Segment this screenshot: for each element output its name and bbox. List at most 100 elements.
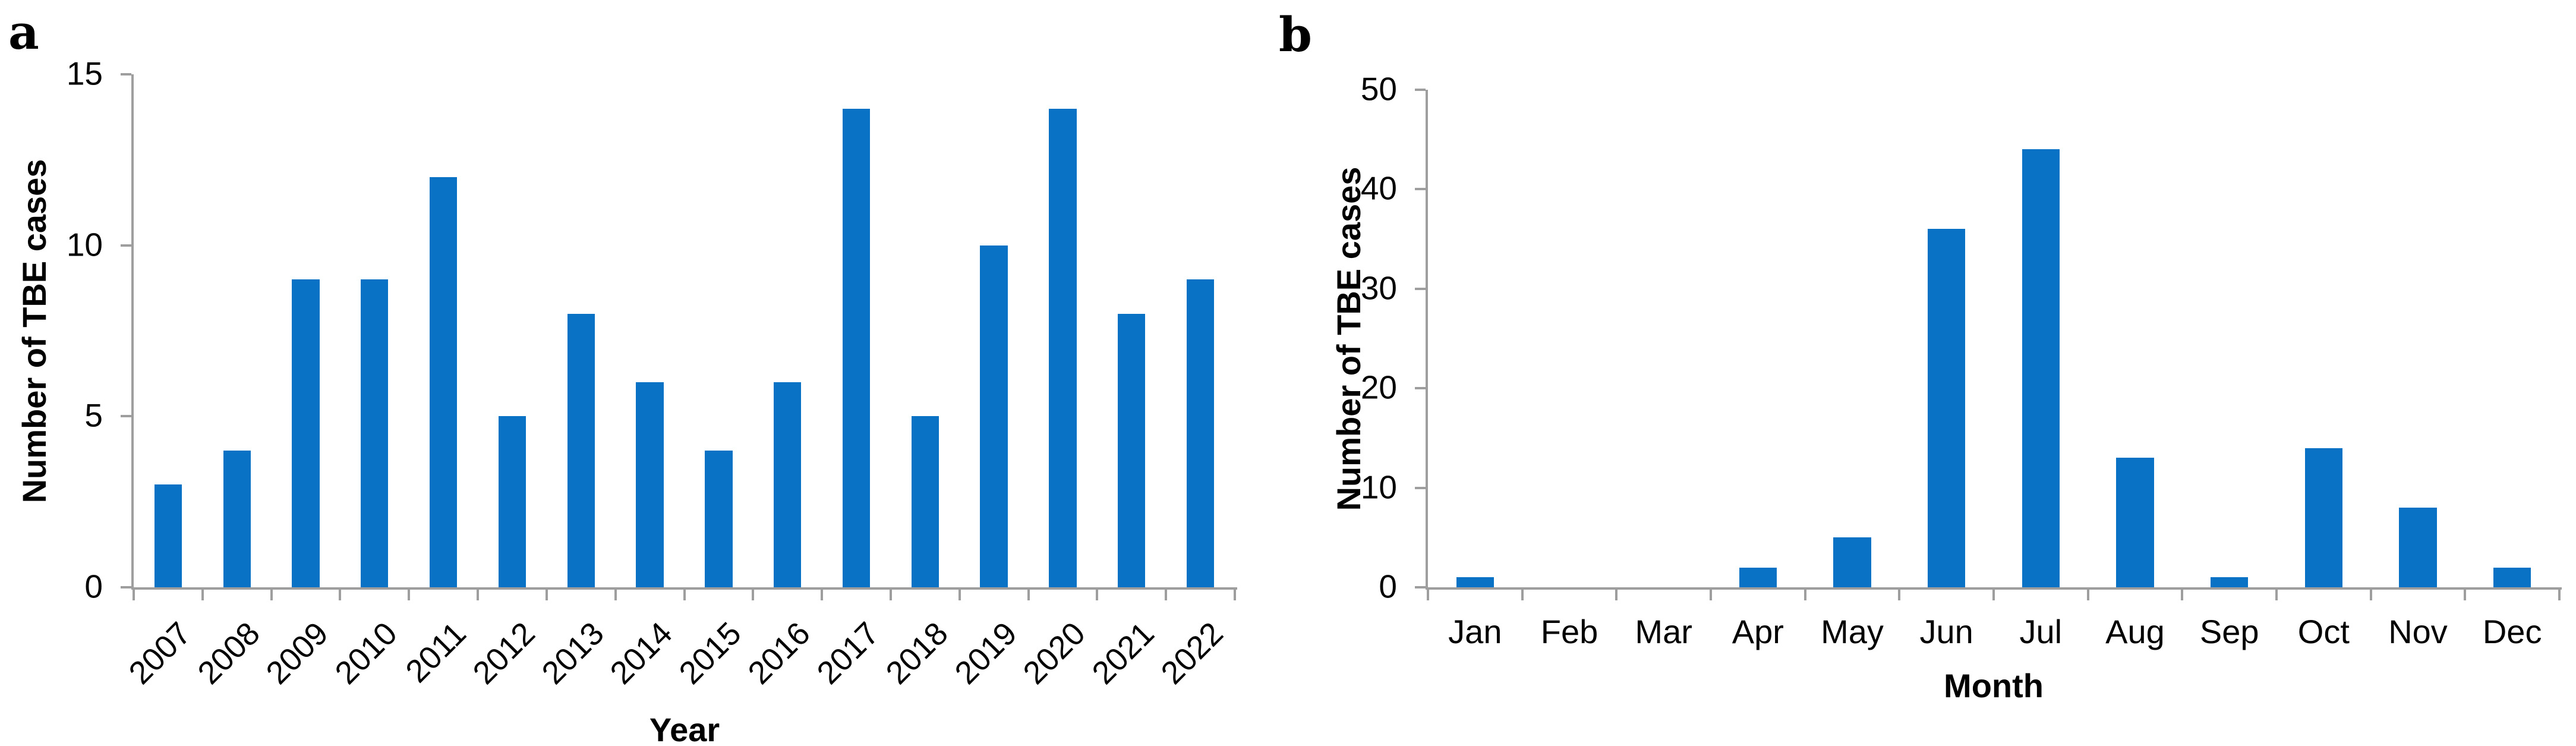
x-tick [1427,590,1429,600]
x-tick-label: 2020 [1016,615,1093,691]
bar-2013 [567,313,595,587]
x-tick [958,590,961,600]
x-tick-label: 2010 [328,615,405,691]
y-tick-label: 40 [1360,169,1397,207]
panel-a-yearly-bar-chart: Number of TBE cases Year 0 5 10 15 2007 2008 2… [15,55,1237,746]
x-tick [545,590,548,600]
bar-2018 [911,416,939,587]
bar-jun [1927,229,1966,587]
x-tick-label: 2019 [947,615,1024,691]
y-tick [121,415,131,418]
bar-2020 [1049,108,1077,587]
y-tick [121,73,131,75]
bar-2019 [980,245,1008,587]
y-tick-label: 20 [1360,369,1397,406]
x-tick [2369,590,2372,600]
bar-2021 [1118,313,1146,587]
x-tick-label: Apr [1732,613,1784,650]
bar-2022 [1186,279,1215,587]
x-tick [133,590,135,600]
x-tick-label: Dec [2482,613,2542,650]
x-tick-label: 2013 [535,615,611,691]
x-tick [1027,590,1030,600]
x-tick [821,590,824,600]
x-tick [201,590,204,600]
y-tick [1415,287,1426,290]
x-tick [2558,590,2561,600]
bar-jul [2022,149,2060,587]
x-tick-label: 2016 [741,615,817,691]
bar-2017 [842,108,871,587]
bar-sep [2210,577,2249,587]
y-tick [1415,89,1426,91]
x-tick-label: Sep [2199,613,2259,650]
bar-2015 [705,450,733,587]
y-tick-label: 0 [1379,568,1397,605]
x-tick-label: 2018 [879,615,955,691]
y-tick-label: 0 [84,568,103,605]
x-tick-label: Jan [1448,613,1502,650]
x-tick [2181,590,2184,600]
x-tick-label: Aug [2105,613,2165,650]
x-tick-label: 2015 [672,615,749,691]
x-tick [1521,590,1524,600]
y-tick [121,244,131,247]
y-tick-label: 5 [84,396,103,434]
y-tick-label: 10 [1360,468,1397,505]
x-tick [1803,590,1806,600]
bar-jan [1456,577,1494,587]
y-tick-label: 50 [1360,70,1397,108]
y-axis-title: Number of TBE cases [1330,166,1367,511]
panel-b-monthly-bar-chart: Number of TBE cases Month 0 10 20 30 40 50 Jan… [1289,0,2576,746]
x-tick [339,590,342,600]
x-tick-label: Nov [2388,613,2448,650]
y-tick [1415,586,1426,588]
bar-aug [2116,458,2154,587]
x-axis-title: Month [1944,667,2044,704]
x-tick-label: Feb [1540,613,1598,650]
y-tick [121,586,131,588]
x-tick-label: Jun [1919,613,1973,650]
x-tick [614,590,617,600]
bar-2007 [154,484,182,587]
x-tick [1165,590,1168,600]
x-tick [683,590,686,600]
y-tick-label: 10 [66,226,103,263]
x-tick [270,590,273,600]
x-tick-label: 2014 [603,615,680,691]
bar-2016 [774,382,802,587]
x-tick-label: 2017 [810,615,886,691]
x-tick [1710,590,1712,600]
x-tick [1096,590,1099,600]
x-tick [752,590,755,600]
x-tick [1992,590,1995,600]
x-tick [2464,590,2467,600]
bar-2011 [429,177,458,587]
y-tick-label: 30 [1360,269,1397,307]
x-tick [1615,590,1618,600]
x-tick-label: 2021 [1085,615,1162,691]
bar-2009 [292,279,320,587]
x-tick [2275,590,2278,600]
bar-2010 [361,279,389,587]
x-tick-label: 2007 [122,615,198,691]
x-tick [889,590,892,600]
y-tick [1415,188,1426,191]
x-tick [477,590,480,600]
x-axis-line [131,587,1237,590]
bar-oct [2304,448,2343,587]
bar-dec [2493,567,2531,587]
x-tick [408,590,411,600]
x-tick-label: Oct [2297,613,2350,650]
y-tick-label: 15 [66,55,103,92]
x-tick [1234,590,1236,600]
panel-label-b: b [1279,7,1312,62]
x-tick-label: 2008 [191,615,267,691]
bar-2008 [223,450,251,587]
bar-apr [1739,567,1777,587]
y-axis-title: Number of TBE cases [15,159,53,503]
x-axis-line [1426,587,2562,590]
x-tick-label: 2011 [399,615,473,690]
bar-2014 [636,382,664,587]
